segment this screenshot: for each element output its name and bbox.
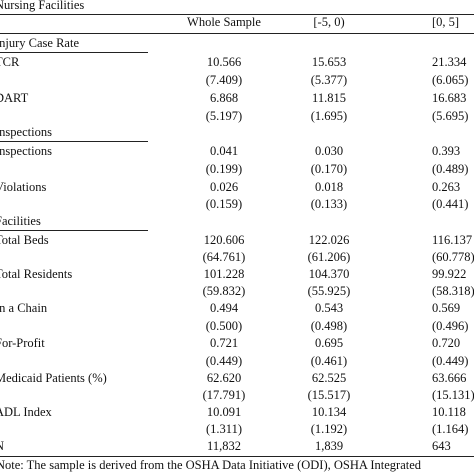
table-row: Inspections 0.041 0.030 0.393 xyxy=(0,144,461,158)
table-note: Note: The sample is derived from the OSH… xyxy=(0,458,422,472)
column-header-row: Whole Sample [-5, 0) [0, 5] xyxy=(0,13,474,31)
table-row-se: (5.197) (1.695) (5.695) xyxy=(205,109,469,123)
table-row-se: (1.311) (1.192) (1.164) xyxy=(206,422,469,436)
table-row: Total Beds 120.606 122.026 116.137 xyxy=(0,233,473,247)
table-row: ADL Index 10.091 10.134 10.118 xyxy=(0,405,466,419)
n-row: N 11,832 1,839 643 xyxy=(0,439,451,453)
table-row: Medicaid Patients (%) 62.620 62.525 63.6… xyxy=(0,371,467,385)
header-rule xyxy=(0,33,474,34)
table-row: TCR 10.566 15.653 21.334 xyxy=(0,55,467,69)
table-row-se: (0.199) (0.170) (0.489) xyxy=(205,162,469,176)
table-row: In a Chain 0.494 0.543 0.569 xyxy=(0,301,461,315)
column-header-pre: [-5, 0) xyxy=(313,15,345,29)
section-heading: Inspections xyxy=(0,125,52,139)
section-heading: Facilities xyxy=(0,214,41,228)
table-row: For-Profit 0.721 0.695 0.720 xyxy=(0,336,461,350)
table-row: Total Residents 101.228 104.370 99.922 xyxy=(0,267,467,281)
table-row-se: (59.832) (55.925) (58.318) xyxy=(202,284,474,298)
table-row-se: (64.761) (61.206) (60.778) xyxy=(202,250,474,264)
section-rule xyxy=(0,52,148,53)
table-row-se: (0.159) (0.133) (0.441) xyxy=(205,197,469,211)
section-rule xyxy=(0,230,148,231)
table-row-se: (0.449) (0.461) (0.449) xyxy=(205,354,469,368)
column-header-whole-sample: Whole Sample xyxy=(187,15,261,29)
table-row-se: (17.791) (15.517) (15.131) xyxy=(202,388,474,402)
table-row: Violations 0.026 0.018 0.263 xyxy=(0,180,461,194)
table-title: Nursing Facilities xyxy=(0,0,85,12)
column-header-post: [0, 5] xyxy=(432,15,460,29)
table-row: DART 6.868 11.815 16.683 xyxy=(0,91,467,105)
table-row-se: (7.409) (5.377) (6.065) xyxy=(205,73,469,87)
top-rule xyxy=(0,14,474,15)
section-heading: Injury Case Rate xyxy=(0,36,80,50)
bottom-rule xyxy=(0,456,474,457)
table-row-se: (0.500) (0.498) (0.496) xyxy=(205,319,469,333)
section-rule xyxy=(0,141,148,142)
